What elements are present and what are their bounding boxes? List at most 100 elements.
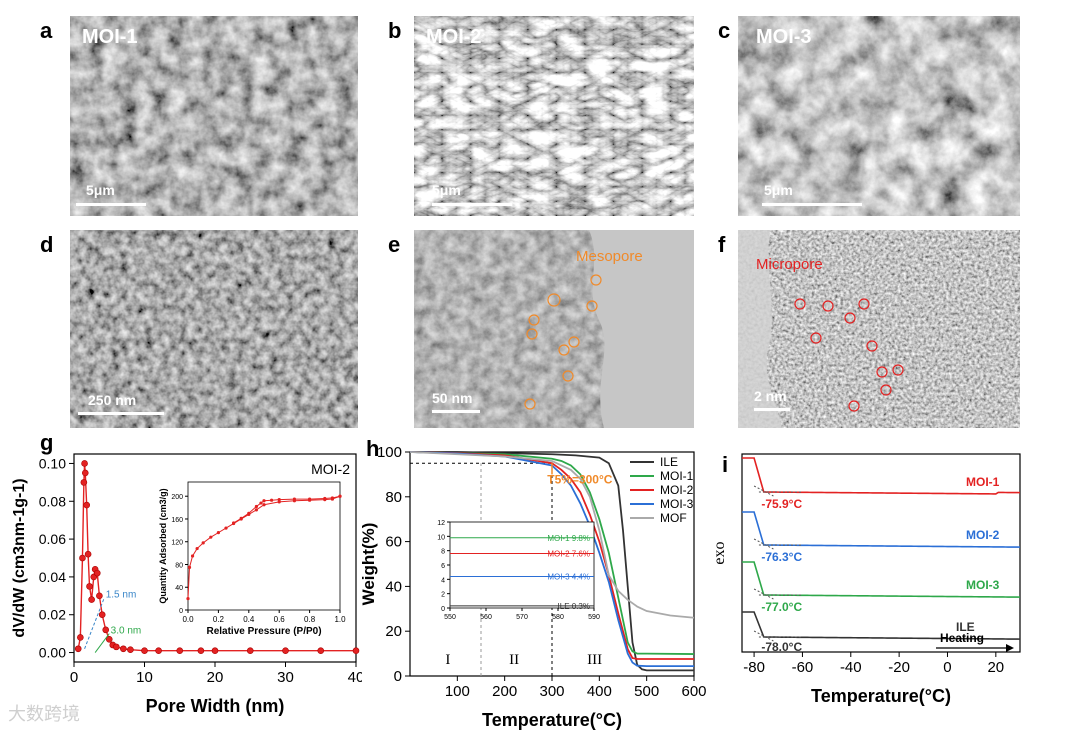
y-tick-label: 0 xyxy=(394,668,402,685)
scale-bar-d xyxy=(78,412,164,415)
x-tick-label: 10 xyxy=(136,669,153,686)
y-tick-label: 0.10 xyxy=(39,455,66,471)
tem-image-mesopore: Mesopore 50 nm xyxy=(414,230,694,428)
data-point xyxy=(197,647,205,654)
inset-data-point xyxy=(277,498,281,502)
sample-label-moi-1: MOI-1 xyxy=(82,26,138,48)
inset-y-tick-label: 6 xyxy=(441,563,445,570)
panel-letter-f: f xyxy=(718,232,726,257)
scale-label-b: 5μm xyxy=(432,182,461,198)
inset-data-point xyxy=(216,531,220,535)
x-axis-label: Temperature(°C) xyxy=(482,710,622,730)
scale-label-a: 5μm xyxy=(86,182,115,198)
inset-frame xyxy=(449,521,595,609)
scale-label-e: 50 nm xyxy=(432,390,473,406)
inset-data-point xyxy=(201,541,205,545)
region-label: III xyxy=(587,652,602,668)
data-point xyxy=(102,626,110,634)
y-tick-label: 20 xyxy=(385,623,402,640)
chart-dsc: -80 -60 -40 -20 0 20 Temperature(°C) exo -75.9°C… xyxy=(711,453,1021,706)
inset-data-point xyxy=(195,546,199,551)
inset-y-tick-label: 0 xyxy=(179,608,183,615)
inset-label-moi-2: MOI-2 7.6% xyxy=(547,550,590,559)
inset-data-point xyxy=(277,500,281,504)
y-tick-label: 0.02 xyxy=(39,607,66,623)
scale-bar-b xyxy=(432,203,512,206)
mesopore-markers xyxy=(524,274,602,410)
chart-tga: 100 200 300 400 500 600020406080100Temperatur… xyxy=(359,444,706,730)
data-point xyxy=(83,501,90,509)
x-tick-label: 40 xyxy=(348,669,362,686)
sem-texture xyxy=(70,230,358,428)
data-point xyxy=(96,592,103,600)
inset-label-ile: ILE 0.3% xyxy=(558,602,590,611)
data-point xyxy=(176,647,184,654)
data-point xyxy=(88,596,95,603)
inset-data-point xyxy=(224,526,228,530)
heating-label: Heating xyxy=(940,631,984,645)
panel-letter-i: i xyxy=(722,452,729,477)
region-label: I xyxy=(445,652,450,668)
inset-y-tick-label: 120 xyxy=(171,540,183,547)
inset-y-tick-label: 80 xyxy=(175,562,183,569)
panel-letter-a: a xyxy=(40,18,53,43)
sample-label-moi-2: MOI-2 xyxy=(426,26,482,48)
x-tick-label: 100 xyxy=(445,683,470,700)
x-tick-label: 20 xyxy=(207,669,224,686)
micropore-label: Micropore xyxy=(756,256,823,273)
inset-label-moi-1: MOI-1 9.8% xyxy=(547,534,590,543)
annotation-1.5nm: 1.5 nm xyxy=(106,590,137,601)
inset-y-tick-label: 160 xyxy=(171,517,183,524)
panel-letter-e: e xyxy=(388,232,401,257)
y-tick-label: 80 xyxy=(385,489,402,506)
sample-label-moi-3: MOI-3 xyxy=(756,26,812,48)
panel-letter-g: g xyxy=(40,430,54,455)
inset-x-tick-label: 550 xyxy=(444,614,456,621)
tem-image-micropore: Micropore 2 nm xyxy=(738,230,1020,428)
inset-data-point xyxy=(262,503,266,507)
sem-texture xyxy=(738,16,1020,216)
inset-y-tick-label: 4 xyxy=(441,577,445,584)
sem-texture xyxy=(414,16,694,216)
series-line-moi-1 xyxy=(409,451,695,655)
x-tick-label: 500 xyxy=(634,683,659,700)
x-tick-label: 0 xyxy=(70,669,78,686)
inset-data-point xyxy=(308,497,312,501)
inset-data-point xyxy=(292,497,296,501)
y-tick-label: 0.00 xyxy=(39,645,66,661)
series-line-ile xyxy=(410,451,694,672)
inset-y-tick-label: 2 xyxy=(441,592,445,599)
annotation-line-3.0nm xyxy=(94,633,110,653)
y-tick-label: 0.06 xyxy=(39,531,66,547)
data-point xyxy=(141,647,148,654)
inset-label-moi-3: MOI-3 4.4% xyxy=(547,572,590,581)
data-point xyxy=(98,611,106,619)
data-point xyxy=(113,643,120,651)
scale-label-c: 5μm xyxy=(764,182,793,198)
data-point xyxy=(127,646,134,654)
inset-x-tick-label: 0.8 xyxy=(304,615,316,624)
scale-bar-a xyxy=(76,203,146,206)
data-point xyxy=(105,636,113,643)
sem-image-moi-1: MOI-1 5μm xyxy=(70,16,358,216)
inset-x-tick-label: 0.0 xyxy=(182,615,194,624)
data-point xyxy=(80,479,88,486)
tem-texture xyxy=(414,230,694,428)
tg-value-moi-3: -77.0°C xyxy=(761,600,802,614)
region-label: II xyxy=(509,652,519,668)
inset-y-tick-label: 40 xyxy=(175,585,183,592)
data-point xyxy=(79,554,86,562)
legend-entry: MOI-3 xyxy=(660,497,694,511)
inset-data-point xyxy=(239,516,243,521)
inset-x-tick-label: 0.6 xyxy=(274,615,286,624)
data-point xyxy=(81,469,89,477)
inset-data-point xyxy=(247,511,251,515)
data-point xyxy=(246,647,254,654)
inset-data-point xyxy=(254,504,258,509)
sem-image-moi-3: MOI-3 5μm xyxy=(738,16,1020,216)
micropore-markers xyxy=(794,298,904,412)
y-tick-label: 0.08 xyxy=(39,493,66,509)
heating-arrowhead xyxy=(1006,644,1014,652)
y-tick-label: 60 xyxy=(385,534,402,551)
data-point xyxy=(282,647,289,654)
